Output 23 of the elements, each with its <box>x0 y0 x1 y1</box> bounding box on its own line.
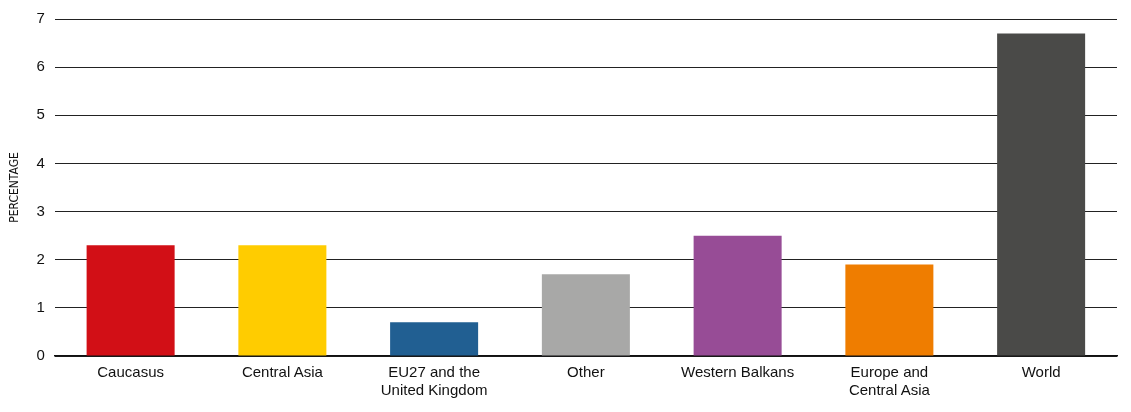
y-axis-title: PERCENTAGE <box>7 151 22 223</box>
x-tick-label: Central Asia <box>241 363 324 381</box>
y-tick-label: 0 <box>36 346 45 364</box>
bar <box>390 322 479 356</box>
y-tick-label: 5 <box>36 105 45 123</box>
bar <box>693 235 782 356</box>
x-tick-label: Other <box>567 363 605 381</box>
y-tick-label: 7 <box>36 9 45 27</box>
x-tick-label: EU27 and the United Kingdom <box>380 363 488 399</box>
y-tick-label: 6 <box>36 57 45 75</box>
y-tick-label: 2 <box>36 249 45 267</box>
bar <box>997 33 1086 356</box>
x-tick-label: Europe and Central Asia <box>848 363 931 399</box>
x-tick-label: Caucasus <box>97 363 164 381</box>
bar <box>845 264 934 356</box>
bar <box>541 274 630 356</box>
y-tick-label: 3 <box>36 201 45 219</box>
bar <box>238 245 327 356</box>
x-tick-label: Western Balkans <box>681 363 795 381</box>
x-tick-label: World <box>1021 363 1061 381</box>
bar <box>86 245 175 356</box>
y-tick-label: 4 <box>36 153 45 171</box>
y-tick-label: 1 <box>36 298 45 315</box>
